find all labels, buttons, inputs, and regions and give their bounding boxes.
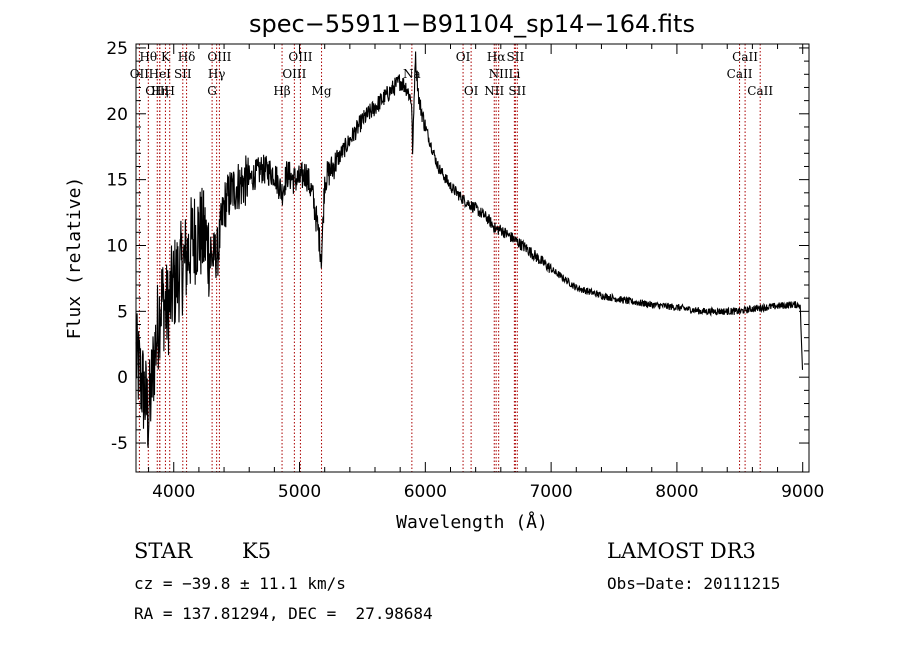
spectral-line-label: Mg bbox=[312, 84, 332, 98]
y-tick-label: 10 bbox=[106, 236, 128, 256]
spectral-line-label: HeI bbox=[149, 67, 172, 81]
spectral-line-label: SII bbox=[507, 50, 525, 64]
y-axis-ticks: -5 0 5 10 15 20 25 bbox=[106, 39, 809, 454]
x-tick-label: 4000 bbox=[152, 482, 195, 502]
y-tick-label: 25 bbox=[106, 39, 128, 59]
spectral-line-label: Li bbox=[508, 67, 520, 81]
spectral-line-label: NII bbox=[484, 84, 504, 98]
spectral-line-label: Na bbox=[403, 67, 421, 81]
spectral-line-label: NII bbox=[489, 67, 509, 81]
spectral-line-label: Hβ bbox=[273, 84, 290, 98]
spectral-line-label: CaII bbox=[747, 84, 773, 98]
x-axis-ticks: 4000 5000 6000 7000 8000 9000 bbox=[148, 44, 824, 502]
x-axis-label: Wavelength (Å) bbox=[396, 511, 548, 533]
spectral-line-label: G bbox=[207, 84, 217, 98]
spectral-line-label: CaII bbox=[732, 50, 758, 64]
spectral-line-label: H bbox=[164, 84, 174, 98]
observation-date: Obs−Date: 20111215 bbox=[607, 574, 781, 593]
y-tick-label: 0 bbox=[117, 368, 128, 388]
y-tick-label: 5 bbox=[117, 302, 128, 322]
chart-title: spec−55911−B91104_sp14−164.fits bbox=[249, 10, 695, 38]
spectrum-line bbox=[135, 51, 804, 448]
y-tick-label: -5 bbox=[111, 434, 128, 454]
redshift-cz: cz = −39.8 ± 11.1 km/s bbox=[134, 574, 346, 593]
x-tick-label: 6000 bbox=[404, 482, 447, 502]
spectral-line-label: OIII bbox=[145, 84, 169, 98]
spectral-line-label: OIII bbox=[288, 50, 312, 64]
y-tick-label: 20 bbox=[106, 105, 128, 125]
spectral-line-label: SII bbox=[174, 67, 192, 81]
spectral-line-label: Hδ bbox=[178, 50, 196, 64]
x-tick-label: 5000 bbox=[278, 482, 321, 502]
x-tick-label: 9000 bbox=[781, 482, 824, 502]
spectral-line-label: K bbox=[161, 50, 171, 64]
plot-frame bbox=[135, 43, 810, 473]
spectral-line-label: SII bbox=[508, 84, 526, 98]
y-axis-label: Flux (relative) bbox=[64, 177, 85, 340]
object-subclass: K5 bbox=[242, 539, 272, 563]
y-tick-label: 15 bbox=[106, 171, 128, 191]
spectral-line-label: Hη bbox=[151, 84, 169, 98]
spectral-line-label: OI bbox=[456, 50, 471, 64]
spectral-line-label: Hθ bbox=[139, 50, 157, 64]
spectral-line-label: CaII bbox=[727, 67, 753, 81]
spectral-line-label: Hγ bbox=[208, 67, 226, 81]
coordinates: RA = 137.81294, DEC = 27.98684 bbox=[134, 604, 433, 623]
object-class: STAR bbox=[134, 539, 193, 563]
spectral-line-markers bbox=[138, 44, 761, 472]
x-tick-label: 8000 bbox=[655, 482, 698, 502]
x-tick-label: 7000 bbox=[529, 482, 572, 502]
survey-name: LAMOST DR3 bbox=[607, 539, 756, 563]
spectral-line-label: Hα bbox=[487, 50, 506, 64]
spectral-line-label: OIII bbox=[207, 50, 231, 64]
spectral-line-label: OI bbox=[464, 84, 479, 98]
spectral-line-label: OIII bbox=[282, 67, 306, 81]
